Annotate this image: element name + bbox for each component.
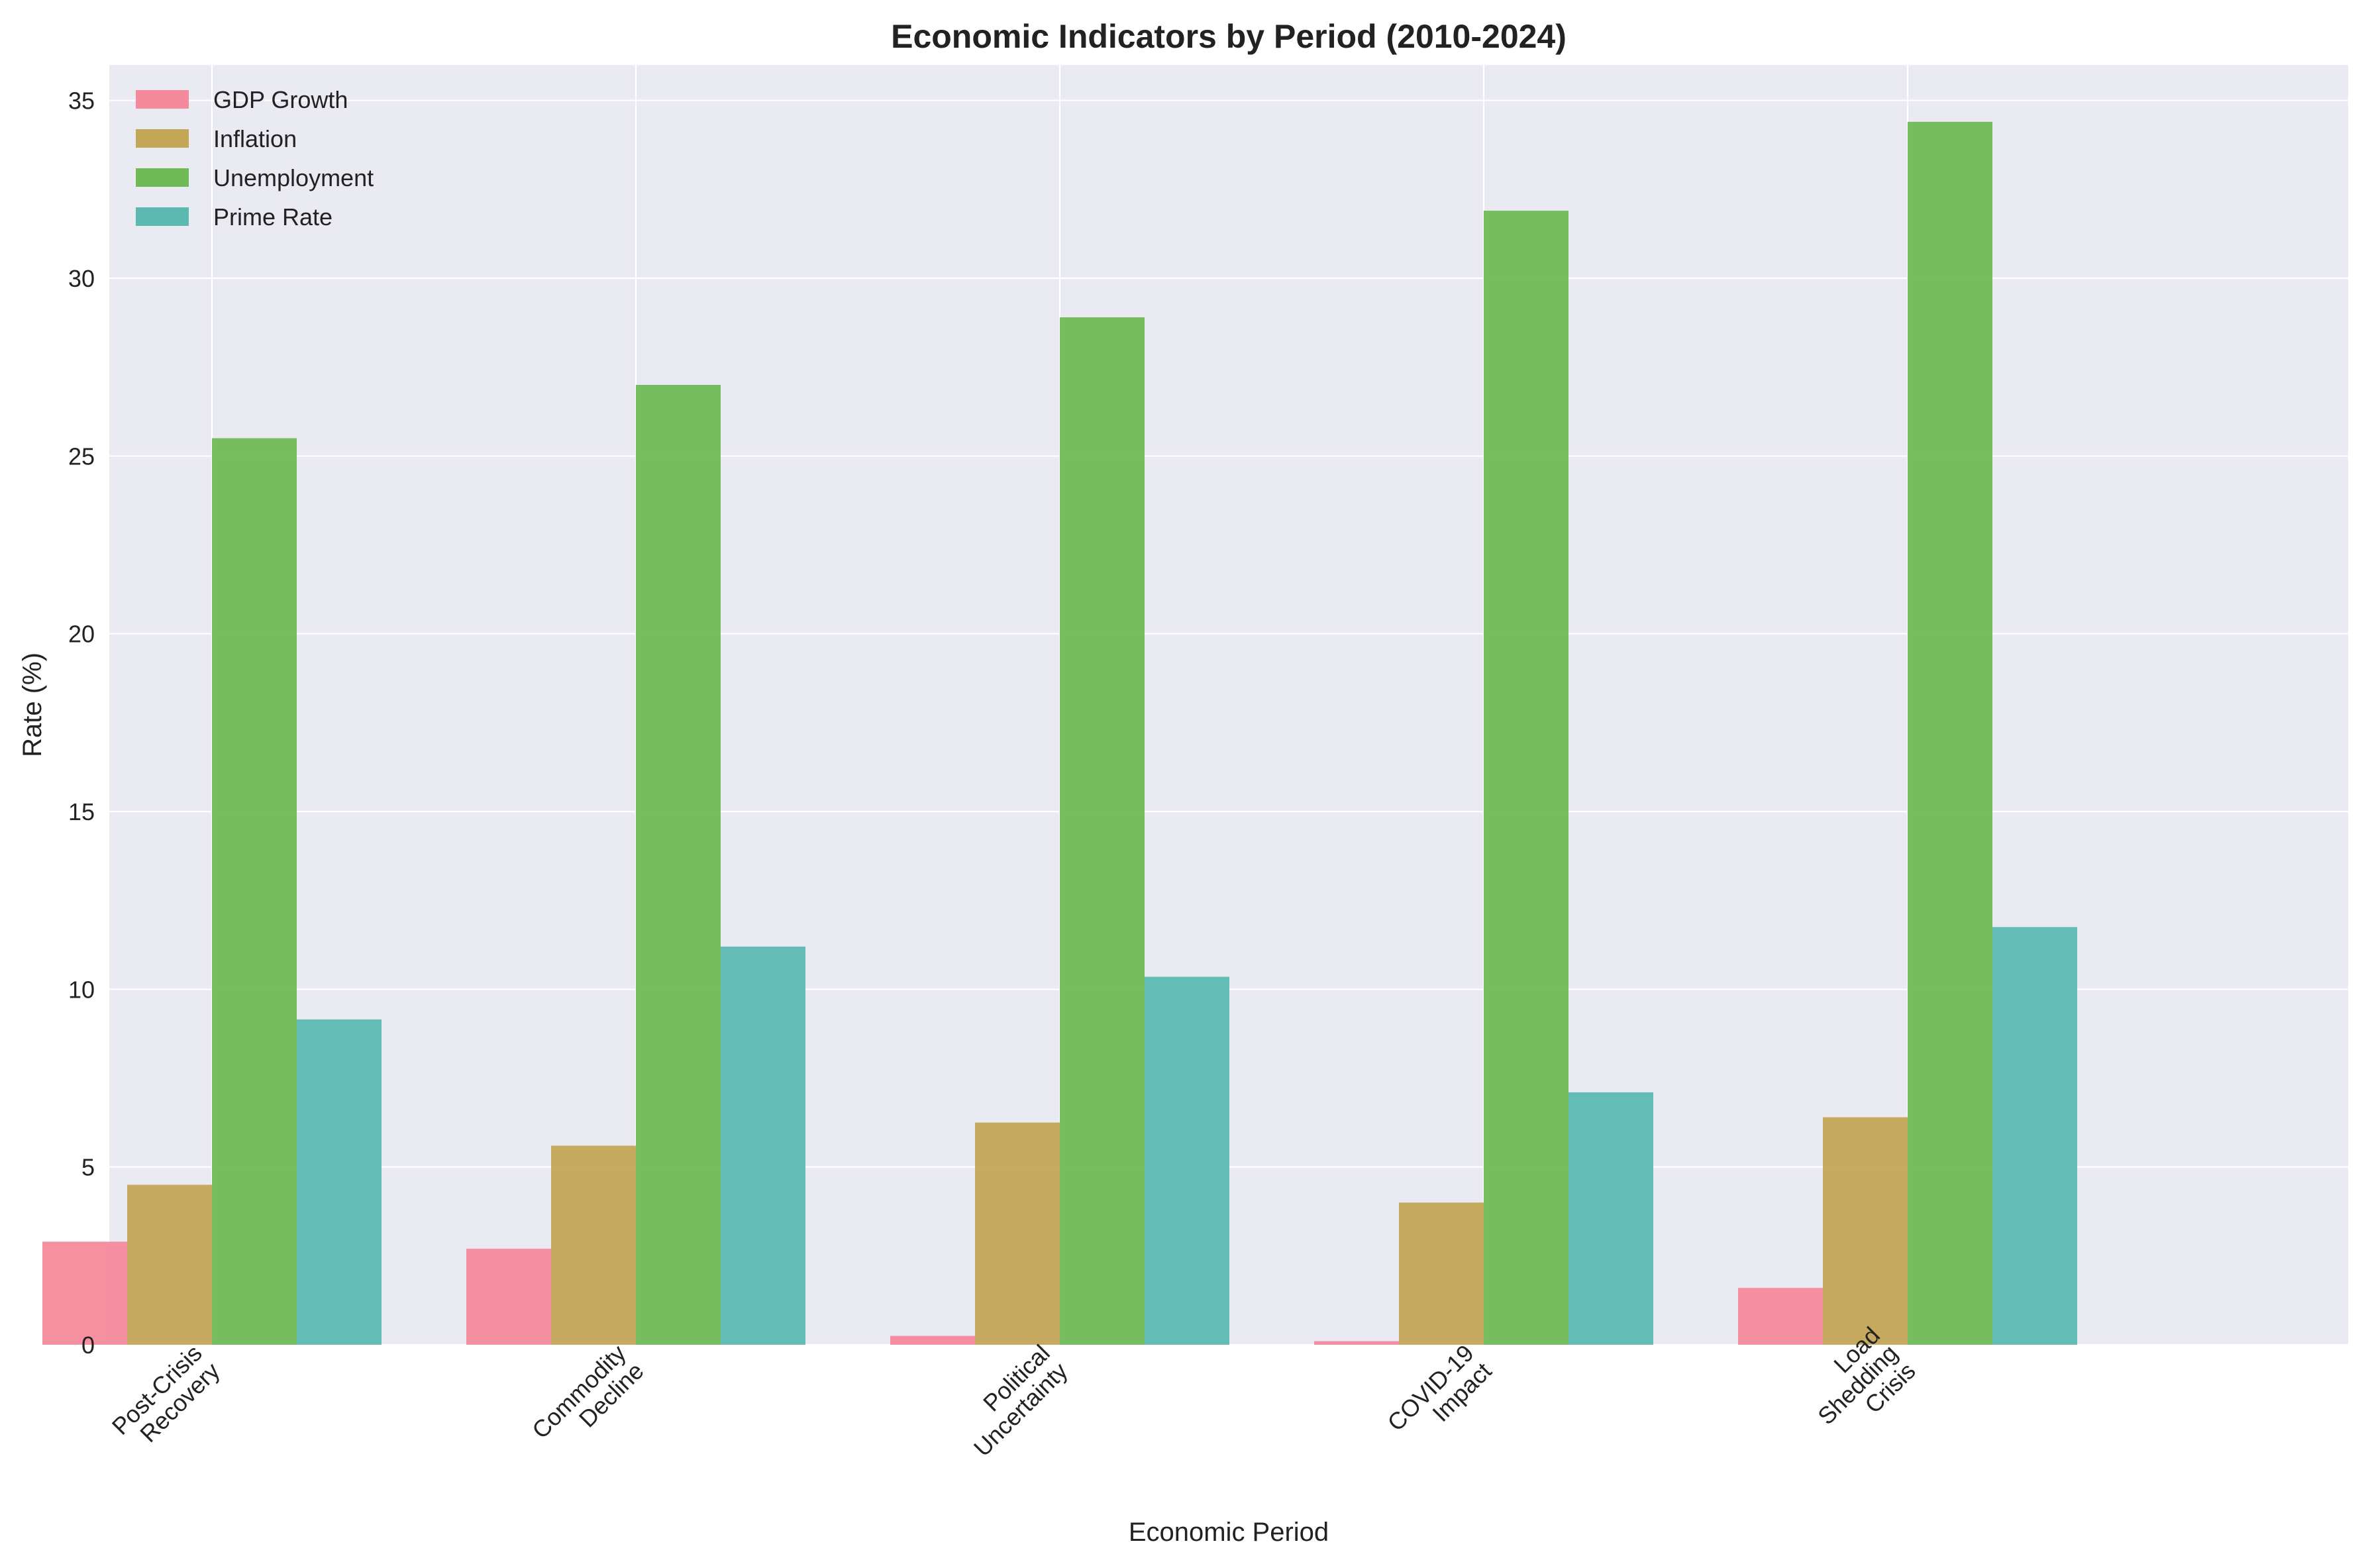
legend-label: GDP Growth: [213, 86, 348, 113]
bar-inflation: [975, 1122, 1060, 1345]
y-axis-label: Rate (%): [18, 653, 47, 757]
bar-unemployment: [212, 438, 297, 1345]
y-tick-label: 35: [68, 87, 95, 115]
legend: GDP Growth Inflation Unemployment Prime Rat…: [136, 86, 374, 231]
y-tick-label: 10: [68, 976, 95, 1003]
y-tick-label: 20: [68, 621, 95, 648]
bar-gdp-growth: [466, 1249, 551, 1345]
y-tick-label: 5: [81, 1154, 95, 1181]
legend-label: Prime Rate: [213, 203, 333, 231]
y-tick-label: 15: [68, 798, 95, 825]
y-tick-label: 0: [81, 1332, 95, 1359]
bar-prime-rate: [297, 1019, 382, 1345]
bar-unemployment: [1060, 317, 1145, 1345]
y-tick-label: 30: [68, 265, 95, 292]
legend-label: Unemployment: [213, 164, 374, 191]
bar-prime-rate: [1569, 1092, 1653, 1345]
bar-inflation: [1823, 1117, 1908, 1345]
bar-inflation: [1399, 1202, 1484, 1345]
legend-swatch: [136, 90, 189, 109]
bar-gdp-growth: [1738, 1288, 1823, 1345]
bar-prime-rate: [1992, 927, 2077, 1345]
bar-gdp-growth: [890, 1335, 975, 1345]
bar-prime-rate: [1145, 976, 1229, 1345]
bar-prime-rate: [721, 946, 805, 1345]
bar-unemployment: [1908, 121, 1992, 1345]
x-axis-label: Economic Period: [1129, 1518, 1329, 1547]
bar-unemployment: [1484, 211, 1569, 1345]
bar-gdp-growth: [42, 1241, 127, 1345]
legend-swatch: [136, 168, 189, 187]
bar-gdp-growth: [1314, 1341, 1399, 1345]
legend-label: Inflation: [213, 125, 297, 152]
legend-swatch: [136, 129, 189, 148]
legend-swatch: [136, 207, 189, 226]
chart-title: Economic Indicators by Period (2010-2024…: [891, 18, 1567, 55]
bar-inflation: [551, 1145, 636, 1345]
y-tick-label: 25: [68, 443, 95, 470]
bar-unemployment: [636, 385, 721, 1345]
bar-inflation: [127, 1184, 212, 1345]
y-axis-ticks: 0 5 10 15 20 25 30 35: [68, 87, 95, 1359]
bars: [42, 121, 2077, 1345]
